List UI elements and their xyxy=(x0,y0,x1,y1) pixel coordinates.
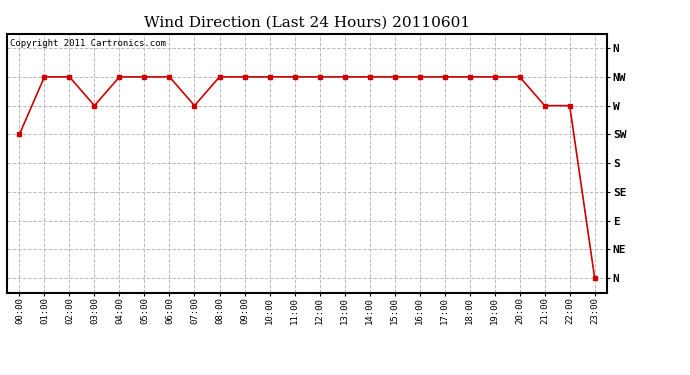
Title: Wind Direction (Last 24 Hours) 20110601: Wind Direction (Last 24 Hours) 20110601 xyxy=(144,16,470,30)
Text: Copyright 2011 Cartronics.com: Copyright 2011 Cartronics.com xyxy=(10,39,166,48)
